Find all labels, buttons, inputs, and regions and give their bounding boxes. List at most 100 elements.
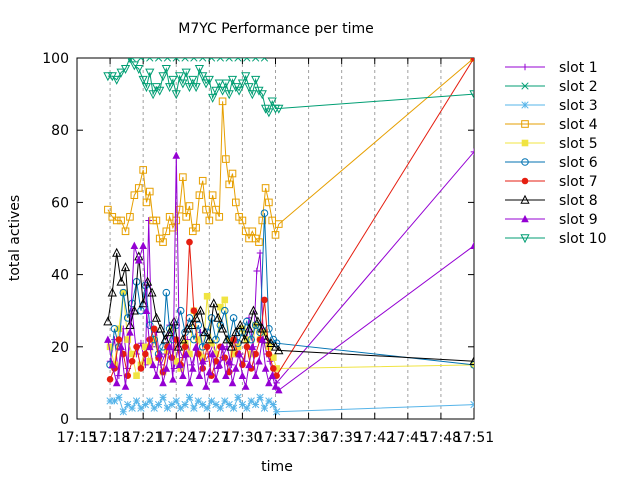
y-tick-label: 20	[51, 340, 69, 356]
data-point	[238, 400, 247, 409]
data-point	[266, 337, 276, 347]
legend-label: slot 1	[559, 60, 598, 76]
data-point	[130, 191, 139, 199]
legend-label: slot 8	[559, 193, 598, 209]
data-point	[225, 357, 233, 365]
legend: slot 1 slot 2 slot 3 slot 4 slot 5 slot 6 slot…	[505, 60, 607, 247]
data-point	[181, 400, 189, 409]
data-point	[213, 312, 223, 322]
data-point	[216, 58, 225, 62]
data-point	[470, 148, 474, 156]
data-point	[168, 75, 178, 85]
data-point	[121, 227, 130, 236]
data-point	[469, 90, 474, 100]
data-point	[203, 292, 211, 300]
y-axis-label: total actives	[7, 195, 23, 281]
data-point	[253, 267, 261, 275]
data-point	[151, 312, 162, 322]
data-point	[149, 360, 157, 369]
data-point	[188, 75, 198, 85]
series-slot-7	[106, 58, 474, 383]
data-point	[195, 350, 202, 358]
series-slot-8	[103, 247, 474, 366]
data-point	[142, 198, 151, 207]
data-point	[145, 187, 154, 196]
data-point	[222, 334, 232, 344]
data-point	[168, 325, 176, 333]
data-point	[248, 342, 257, 351]
data-point	[191, 312, 201, 322]
data-point	[146, 336, 154, 343]
data-point	[269, 354, 277, 361]
plot-series	[103, 58, 474, 416]
data-point	[152, 371, 161, 379]
data-point	[132, 397, 141, 405]
data-point	[199, 400, 207, 409]
data-point	[269, 400, 277, 409]
data-point	[185, 393, 194, 401]
data-point	[204, 75, 214, 85]
data-point	[128, 58, 136, 62]
x-tick-label: 17:33	[255, 430, 295, 446]
y-tick-label: 80	[51, 123, 69, 139]
data-point	[128, 357, 136, 365]
series-slot-6	[106, 209, 474, 369]
data-point	[128, 404, 136, 412]
data-point	[156, 323, 166, 333]
x-tick-label: 17:51	[454, 430, 494, 446]
data-point	[200, 327, 210, 337]
series-slot-2	[128, 58, 269, 62]
y-tick-label: 100	[42, 51, 69, 67]
data-point	[225, 58, 233, 62]
data-point	[192, 342, 200, 351]
data-point	[212, 350, 220, 358]
x-tick-label: 17:15	[57, 430, 97, 446]
data-point	[212, 375, 220, 383]
data-point	[120, 65, 131, 75]
data-point	[247, 397, 255, 405]
data-point	[198, 176, 207, 185]
data-point	[168, 354, 176, 361]
data-point	[163, 404, 172, 412]
series-line	[107, 58, 474, 244]
data-point	[161, 65, 171, 75]
data-point	[187, 319, 197, 329]
data-point	[137, 361, 145, 369]
data-point	[107, 287, 117, 297]
data-point	[106, 375, 114, 383]
legend-label: slot 5	[559, 136, 598, 152]
data-point	[212, 205, 220, 214]
data-point	[112, 75, 122, 85]
data-point	[244, 83, 254, 93]
data-point	[145, 342, 154, 351]
data-point	[162, 288, 171, 297]
data-point	[112, 247, 122, 257]
data-point	[231, 327, 241, 337]
data-point	[139, 166, 147, 174]
data-point	[191, 83, 201, 93]
x-tick-label: 17:39	[321, 430, 361, 446]
data-point	[234, 86, 244, 96]
data-point	[205, 367, 214, 376]
data-point	[218, 97, 227, 106]
data-point	[104, 205, 112, 214]
data-point	[117, 216, 125, 225]
data-point	[137, 404, 145, 412]
data-point	[232, 364, 240, 372]
data-point	[168, 400, 176, 409]
data-point	[147, 287, 157, 297]
data-point	[115, 372, 123, 379]
data-point	[154, 400, 163, 409]
series-line	[109, 213, 474, 366]
data-point	[186, 350, 193, 358]
data-point	[221, 296, 229, 304]
data-point	[146, 397, 154, 405]
data-point	[163, 58, 172, 62]
data-point	[240, 334, 250, 344]
data-point	[165, 342, 174, 351]
data-point	[202, 205, 210, 214]
data-point	[260, 404, 269, 412]
data-point	[235, 319, 245, 329]
data-point	[221, 79, 231, 89]
legend-marker	[521, 101, 529, 109]
